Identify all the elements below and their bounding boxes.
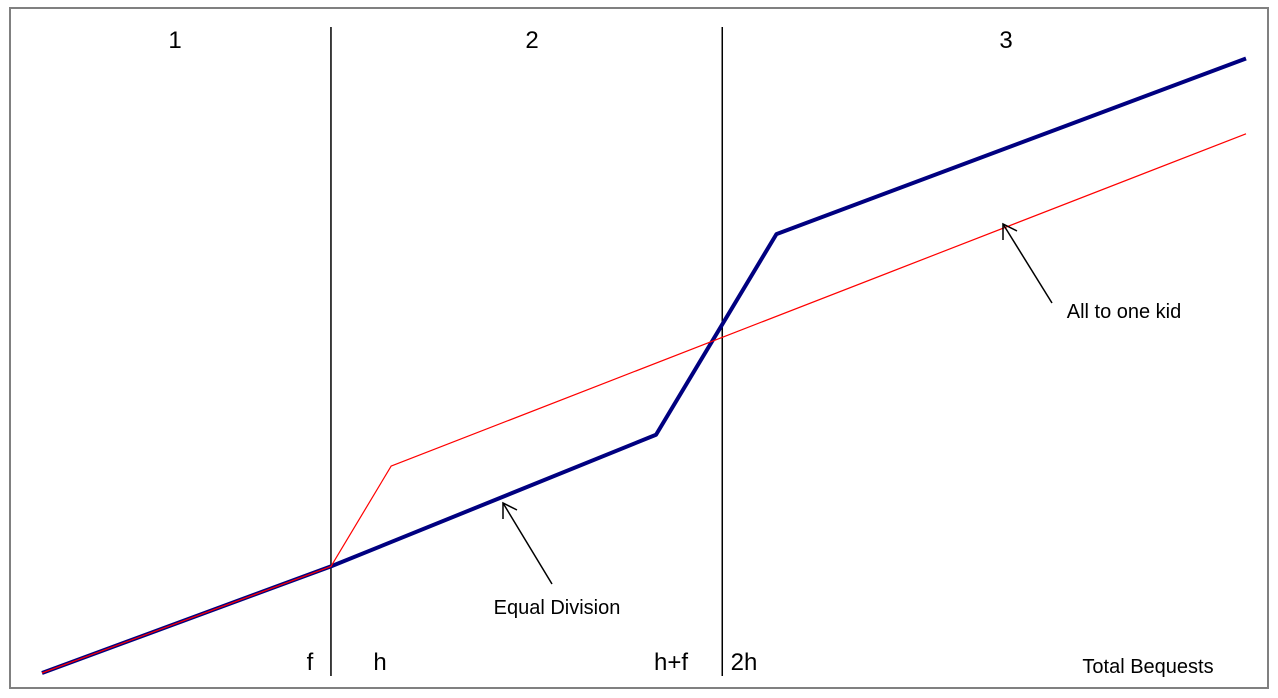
all-to-one-kid-label: All to one kid <box>1067 301 1182 323</box>
region-label-1: 1 <box>168 27 181 54</box>
equal-division-arrowhead <box>502 501 518 519</box>
tick-label-h: h <box>373 649 386 676</box>
equal-division-arrow <box>502 502 553 585</box>
series-line-all-to-one-kid <box>41 133 1247 674</box>
annotation-all-to-one-kid: All to one kid <box>1002 222 1182 323</box>
region-label-3: 3 <box>999 27 1012 54</box>
tick-label-h-plus-f: h+f <box>654 649 688 676</box>
all-to-one-kid-arrow <box>1002 223 1053 304</box>
series-layer <box>41 56 1247 675</box>
tick-label-f: f <box>307 649 314 676</box>
region-label-2: 2 <box>525 27 538 54</box>
tick-label-2h: 2h <box>731 649 758 676</box>
all-to-one-kid-arrowhead <box>1002 222 1018 240</box>
annotation-equal-division: Equal Division <box>494 501 621 619</box>
chart-frame <box>9 7 1269 689</box>
x-axis-label: Total Bequests <box>1082 656 1213 678</box>
equal-division-label: Equal Division <box>494 597 621 619</box>
